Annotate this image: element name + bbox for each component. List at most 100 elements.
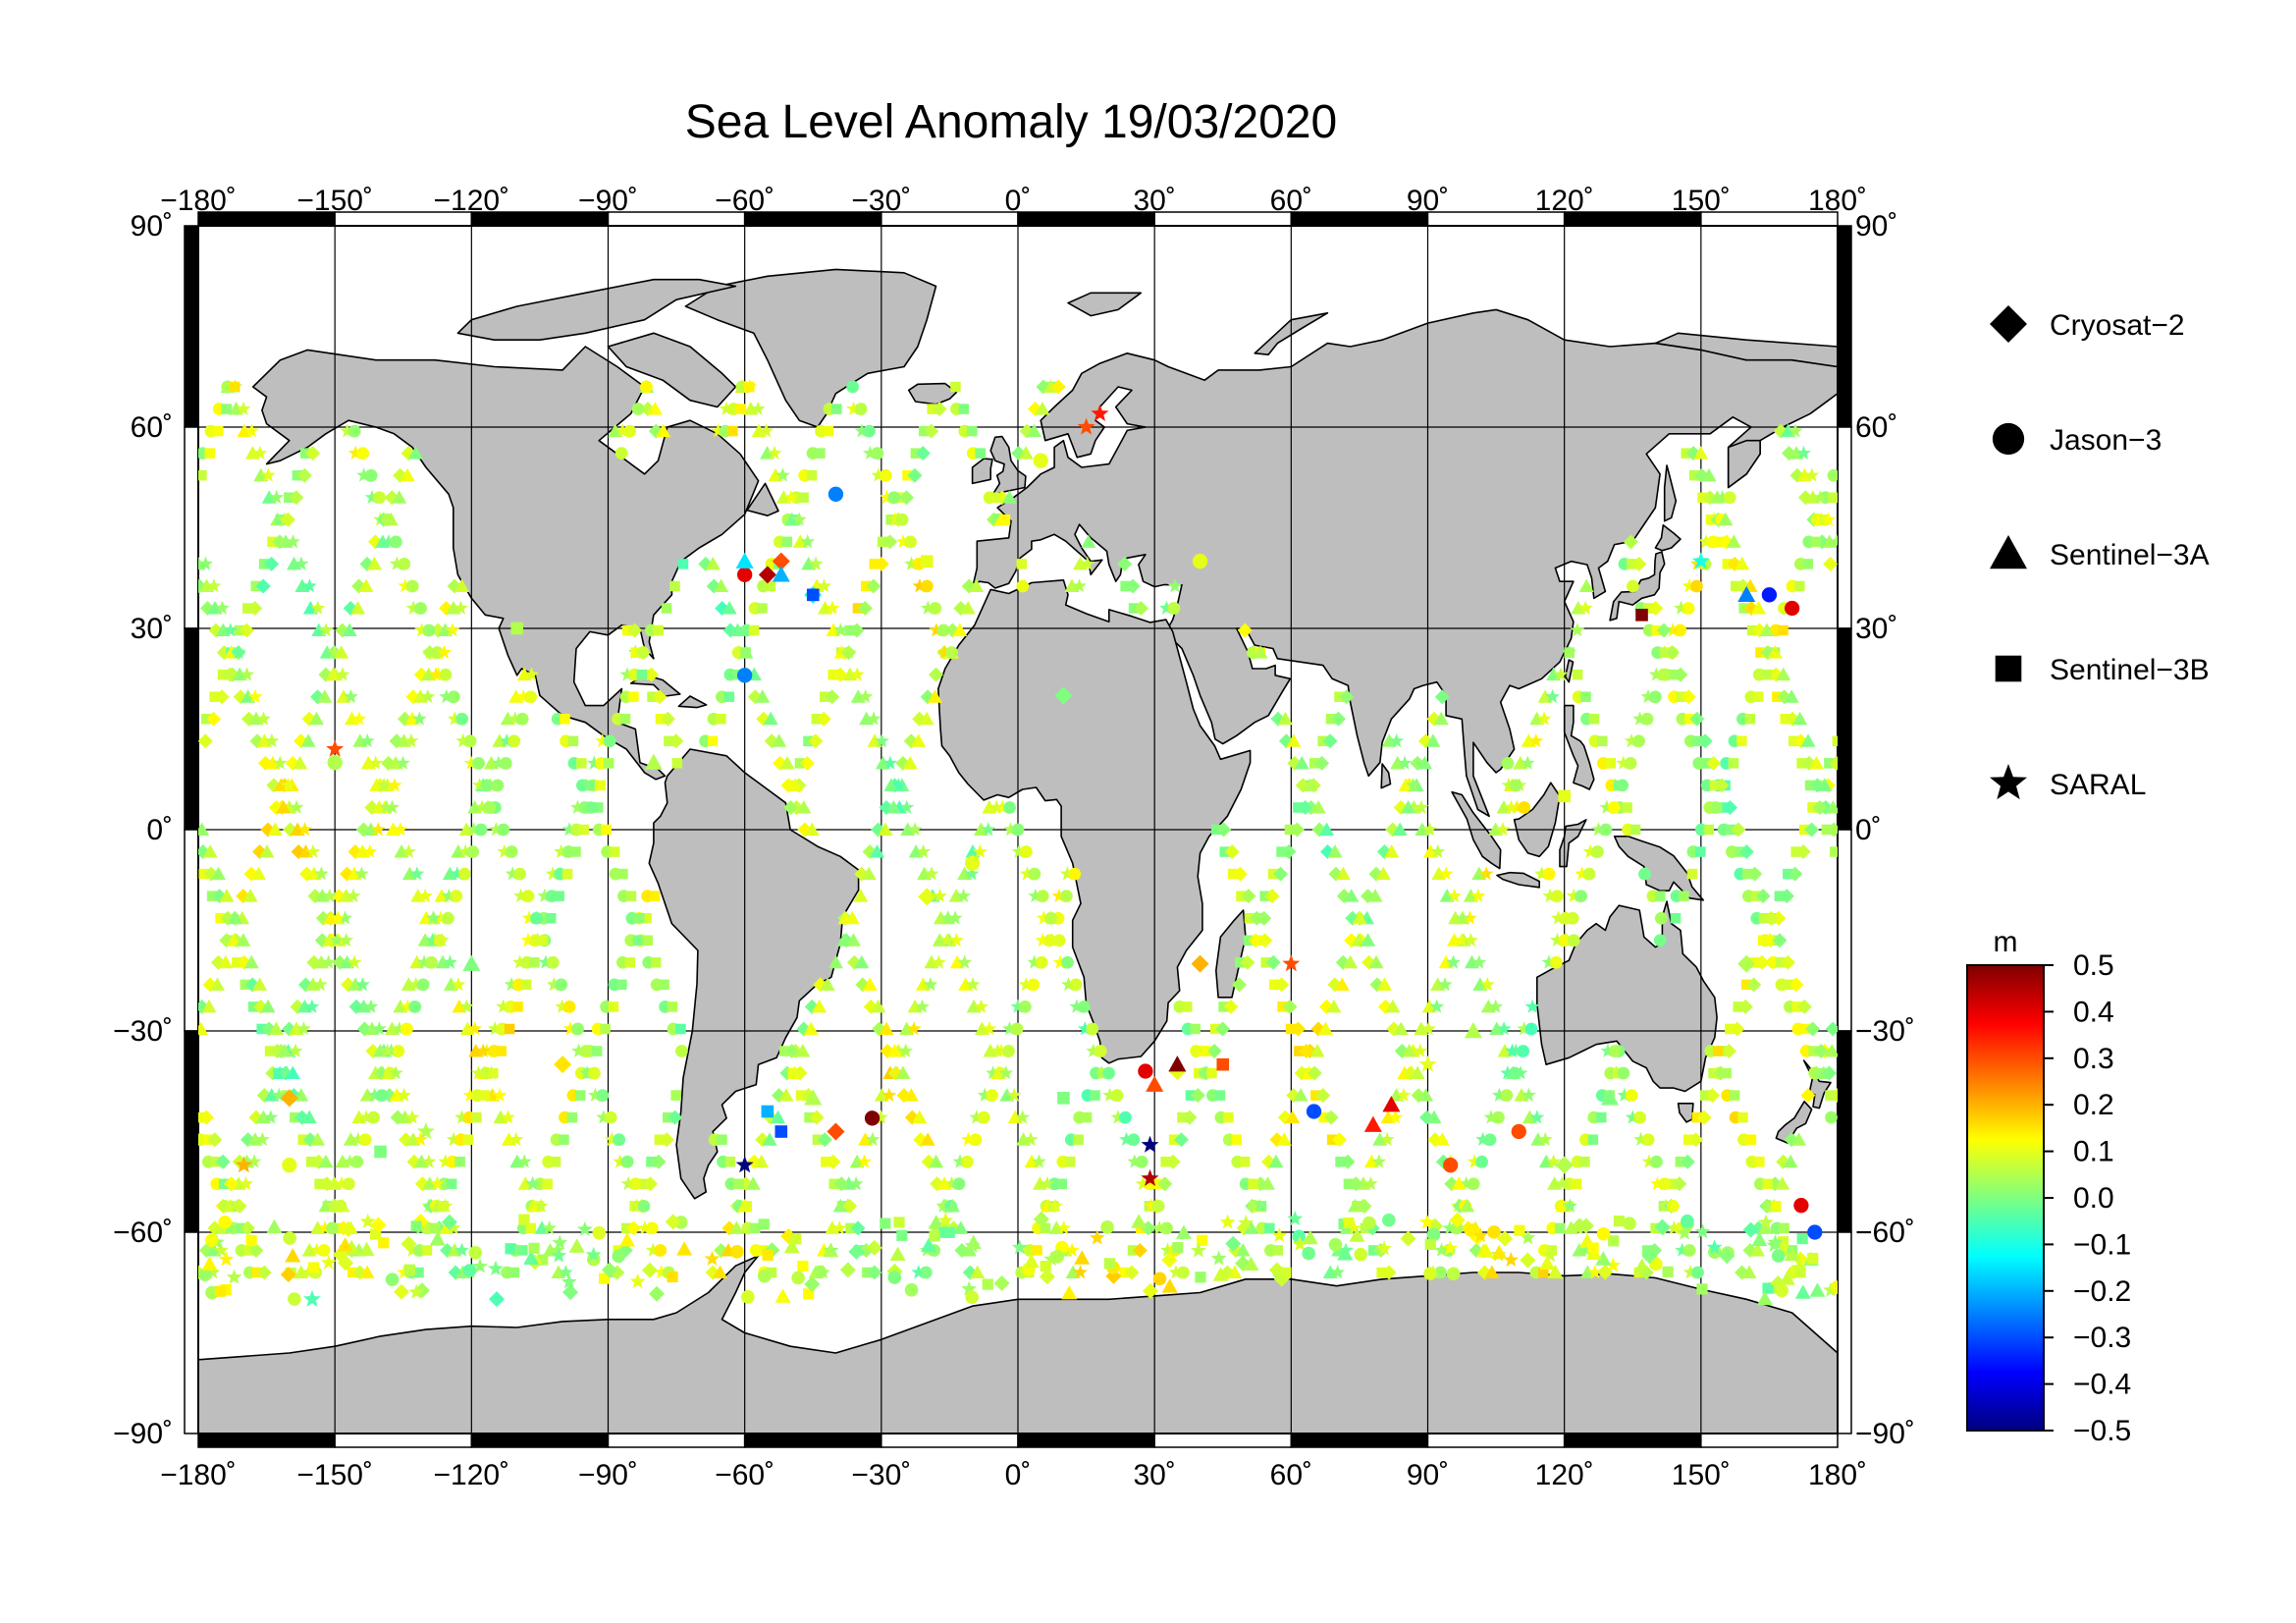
track-point bbox=[904, 556, 919, 570]
track-point bbox=[1682, 1244, 1696, 1257]
track-point bbox=[1210, 1250, 1227, 1266]
colorbar-tick-label: 0.5 bbox=[2073, 949, 2114, 982]
track-point bbox=[766, 1267, 777, 1278]
track-point bbox=[1795, 844, 1811, 860]
track-point bbox=[1177, 1266, 1190, 1279]
track-point bbox=[1761, 669, 1772, 680]
track-point bbox=[781, 536, 793, 548]
track-point bbox=[854, 403, 868, 415]
track-point bbox=[1822, 534, 1838, 548]
track-point bbox=[1788, 423, 1803, 438]
track-point bbox=[491, 755, 507, 770]
track-point bbox=[1135, 1155, 1148, 1168]
track-point bbox=[817, 578, 831, 593]
track-point bbox=[1813, 1044, 1829, 1058]
track-point bbox=[1775, 1283, 1789, 1298]
track-point bbox=[723, 691, 735, 702]
track-point bbox=[500, 711, 515, 726]
track-point bbox=[1795, 445, 1811, 460]
track-point bbox=[965, 1290, 980, 1305]
data-point-star bbox=[417, 1122, 435, 1140]
track-point bbox=[1514, 1088, 1529, 1102]
track-point bbox=[970, 1265, 986, 1278]
data-point-circle bbox=[1443, 1158, 1459, 1173]
colorbar-tick-label: −0.3 bbox=[2073, 1322, 2131, 1354]
track-point bbox=[412, 689, 428, 703]
track-point bbox=[462, 1134, 474, 1145]
track-point bbox=[1587, 1242, 1599, 1254]
track-point bbox=[645, 1221, 659, 1235]
track-point bbox=[1303, 778, 1318, 791]
track-point bbox=[1389, 1088, 1405, 1102]
track-point bbox=[353, 866, 369, 881]
track-point bbox=[1595, 1251, 1612, 1266]
track-point bbox=[642, 935, 653, 946]
track-point bbox=[1705, 1088, 1721, 1104]
track-point bbox=[206, 1242, 222, 1257]
track-point bbox=[412, 1131, 428, 1147]
track-point bbox=[826, 1154, 841, 1169]
track-point bbox=[920, 1237, 936, 1253]
track-point bbox=[783, 799, 799, 815]
track-point bbox=[263, 1109, 279, 1124]
track-point bbox=[1823, 1281, 1838, 1297]
track-point bbox=[425, 932, 440, 947]
track-point bbox=[1802, 559, 1814, 569]
track-point bbox=[385, 799, 400, 814]
track-point bbox=[441, 1214, 457, 1230]
track-point bbox=[439, 668, 453, 681]
track-point bbox=[1429, 999, 1445, 1013]
track-point bbox=[1467, 1154, 1482, 1168]
track-point bbox=[1314, 755, 1330, 771]
track-point bbox=[1035, 402, 1050, 415]
track-point bbox=[1061, 1285, 1078, 1300]
track-point bbox=[1434, 1242, 1449, 1257]
track-point bbox=[1790, 1259, 1807, 1274]
track-point bbox=[236, 933, 251, 947]
track-point bbox=[1728, 758, 1739, 769]
track-point bbox=[1326, 999, 1342, 1013]
track-point bbox=[772, 733, 787, 747]
track-point bbox=[1040, 1260, 1051, 1272]
track-point bbox=[370, 1217, 387, 1233]
track-point bbox=[546, 977, 561, 992]
track-point bbox=[371, 1021, 387, 1036]
track-point bbox=[1617, 1066, 1630, 1080]
data-point-circle bbox=[1138, 1063, 1153, 1079]
track-point bbox=[205, 1265, 221, 1279]
track-point bbox=[1633, 1258, 1650, 1273]
track-point bbox=[508, 1267, 520, 1278]
frame-segment-left bbox=[184, 1231, 199, 1434]
track-point bbox=[768, 467, 783, 482]
track-point bbox=[1349, 1227, 1365, 1242]
track-point bbox=[1182, 1109, 1198, 1125]
track-point bbox=[595, 780, 607, 791]
track-point bbox=[1520, 755, 1535, 770]
track-point bbox=[1497, 1230, 1514, 1247]
track-point bbox=[759, 423, 774, 438]
track-point bbox=[591, 1046, 603, 1056]
lat-tick-right: 30˚ bbox=[1855, 613, 1897, 645]
track-point bbox=[875, 755, 890, 770]
track-point bbox=[393, 822, 408, 837]
track-point bbox=[1231, 977, 1247, 993]
track-point bbox=[1268, 1154, 1284, 1168]
track-point bbox=[1567, 934, 1580, 947]
track-point bbox=[1709, 490, 1725, 504]
track-point bbox=[1554, 1175, 1570, 1191]
track-point bbox=[858, 1132, 874, 1146]
track-point bbox=[1625, 1109, 1640, 1124]
track-point bbox=[1433, 711, 1449, 726]
track-point bbox=[1100, 1220, 1114, 1234]
lat-tick-right: −90˚ bbox=[1855, 1418, 1915, 1450]
track-point bbox=[288, 1043, 303, 1057]
track-point bbox=[457, 867, 471, 881]
track-point bbox=[806, 469, 818, 481]
track-point bbox=[515, 688, 531, 704]
track-point bbox=[749, 1222, 761, 1234]
track-point bbox=[1726, 534, 1741, 548]
track-point bbox=[813, 1265, 828, 1279]
track-point bbox=[1821, 1065, 1837, 1081]
track-point bbox=[1823, 556, 1838, 571]
track-point bbox=[1379, 1131, 1395, 1147]
